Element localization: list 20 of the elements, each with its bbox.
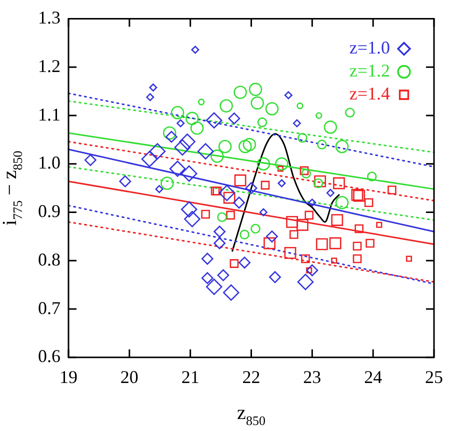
y-tick-label: 0.7 <box>38 298 60 318</box>
line-series <box>232 133 340 252</box>
y-tick-label: 1.0 <box>38 152 60 173</box>
x-tick-label: 20 <box>120 366 138 387</box>
x-tick-label: 19 <box>60 366 78 387</box>
legend-label: z=1.0 <box>349 38 390 58</box>
x-tick-label: 23 <box>303 366 322 387</box>
y-tick-label: 1.2 <box>38 56 60 76</box>
y-tick-label: 0.6 <box>38 346 60 366</box>
y-tick-label: 0.8 <box>38 249 60 270</box>
y-axis-title: i775 − z850 <box>0 150 25 226</box>
y-tick-label: 1.3 <box>38 8 60 28</box>
x-tick-label: 22 <box>242 366 260 387</box>
y-tick-label: 1.1 <box>38 104 60 124</box>
x-tick-label: 25 <box>425 366 443 387</box>
legend-label: z=1.4 <box>349 84 390 104</box>
legend-label: z=1.2 <box>349 60 390 81</box>
x-tick-label: 21 <box>181 366 200 387</box>
y-tick-label: 0.9 <box>38 201 60 222</box>
x-tick-label: 24 <box>364 366 382 387</box>
